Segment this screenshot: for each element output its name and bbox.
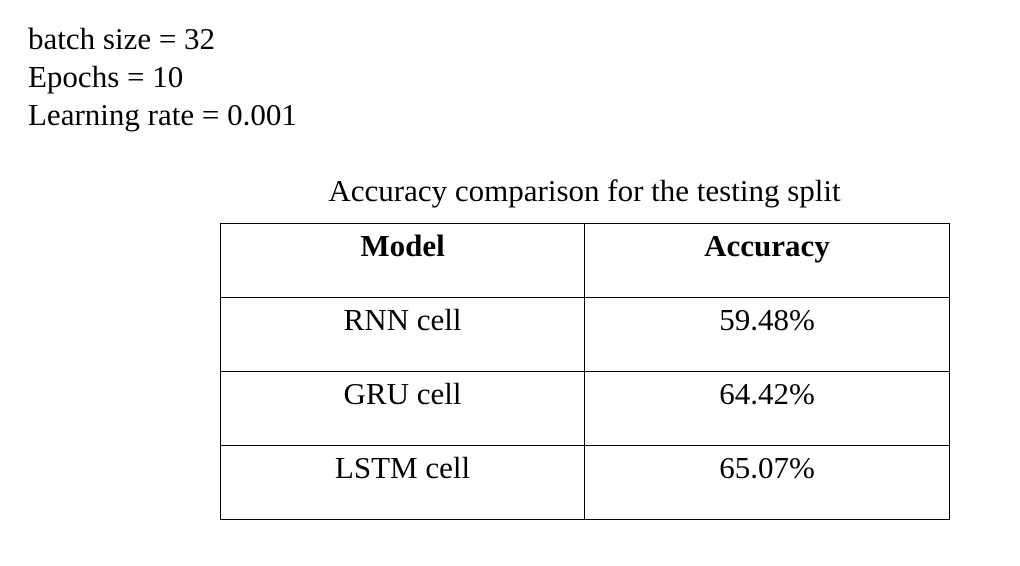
learning-rate-line: Learning rate = 0.001: [28, 97, 297, 132]
batch-size-line: batch size = 32: [28, 21, 216, 56]
model-cell: GRU cell: [220, 371, 585, 446]
accuracy-table: Model Accuracy RNN cell 59.48% GRU cell …: [220, 223, 950, 520]
table-caption: Accuracy comparison for the testing spli…: [328, 173, 841, 208]
accuracy-cell: 64.42%: [584, 371, 950, 446]
accuracy-cell: 65.07%: [584, 445, 950, 520]
table-row: GRU cell 64.42%: [220, 371, 950, 446]
column-header-model: Model: [220, 223, 585, 298]
model-cell: RNN cell: [220, 297, 585, 372]
table-header-row: Model Accuracy: [220, 223, 950, 298]
hyperparameters: batch size = 32 Epochs = 10 Learning rat…: [28, 20, 297, 134]
table-row: RNN cell 59.48%: [220, 297, 950, 372]
epochs-line: Epochs = 10: [28, 59, 184, 94]
column-header-accuracy: Accuracy: [584, 223, 950, 298]
table-row: LSTM cell 65.07%: [220, 445, 950, 520]
accuracy-cell: 59.48%: [584, 297, 950, 372]
model-cell: LSTM cell: [220, 445, 585, 520]
